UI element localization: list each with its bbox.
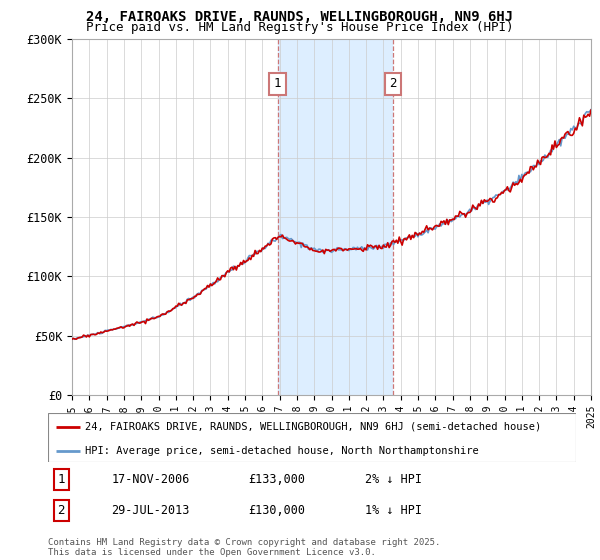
Text: 1: 1 xyxy=(274,77,281,90)
Text: £130,000: £130,000 xyxy=(248,504,305,517)
Text: 1% ↓ HPI: 1% ↓ HPI xyxy=(365,504,422,517)
Text: 17-NOV-2006: 17-NOV-2006 xyxy=(112,473,190,486)
Text: Price paid vs. HM Land Registry's House Price Index (HPI): Price paid vs. HM Land Registry's House … xyxy=(86,21,514,34)
Text: £133,000: £133,000 xyxy=(248,473,305,486)
Text: 2: 2 xyxy=(389,77,397,90)
Text: Contains HM Land Registry data © Crown copyright and database right 2025.
This d: Contains HM Land Registry data © Crown c… xyxy=(48,538,440,557)
Text: 2% ↓ HPI: 2% ↓ HPI xyxy=(365,473,422,486)
Text: HPI: Average price, semi-detached house, North Northamptonshire: HPI: Average price, semi-detached house,… xyxy=(85,446,479,456)
Text: 24, FAIROAKS DRIVE, RAUNDS, WELLINGBOROUGH, NN9 6HJ (semi-detached house): 24, FAIROAKS DRIVE, RAUNDS, WELLINGBOROU… xyxy=(85,422,541,432)
Text: 1: 1 xyxy=(58,473,65,486)
Text: 29-JUL-2013: 29-JUL-2013 xyxy=(112,504,190,517)
Text: 2: 2 xyxy=(58,504,65,517)
Text: 24, FAIROAKS DRIVE, RAUNDS, WELLINGBOROUGH, NN9 6HJ: 24, FAIROAKS DRIVE, RAUNDS, WELLINGBOROU… xyxy=(86,10,514,24)
